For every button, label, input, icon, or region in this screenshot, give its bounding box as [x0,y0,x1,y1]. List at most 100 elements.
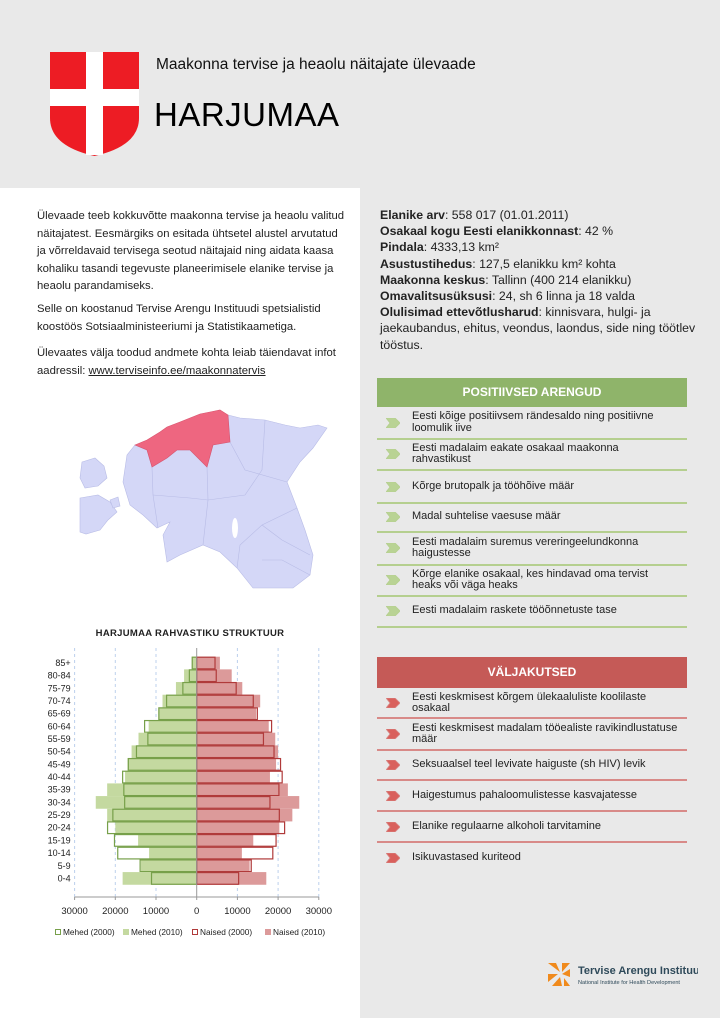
bar-women-2010 [196,669,232,683]
challenge-item-text: Eesti keskmisest madalam tööealiste ravi… [412,721,678,745]
challenge-item: Elanike regulaarne alkoholi tarvitamine [377,811,687,842]
bar-women-2010 [196,682,243,695]
bar-women-2010 [196,707,257,721]
challenge-item: Seksuaalsel teel levivate haiguste (sh H… [377,750,687,780]
bar-women-2010 [196,694,261,708]
divider [377,564,687,566]
bar-women-2010 [196,720,269,733]
map-region-hiiumaa [79,457,108,489]
divider [377,469,687,471]
bar-men-2010 [191,656,197,670]
challenge-item: Isikuvastased kuriteod [377,842,687,874]
chevron-arrow-icon [386,575,400,585]
bar-women-2010 [196,770,270,784]
age-label: 25-29 [48,810,71,820]
challenge-item: Haigestumus pahaloomulistesse kasvajates… [377,780,687,811]
challenge-item: Eesti keskmisest madalam tööealiste ravi… [377,718,687,750]
bar-men-2010 [122,872,197,885]
stat-center: Maakonna keskus: Tallinn (400 214 elanik… [380,272,632,287]
x-tick-label: 10000 [224,906,250,917]
bar-men-2010 [107,783,197,797]
intro-paragraph-3-text: Ülevaates välja toodud andmete kohta lei… [37,347,336,377]
bar-men-2010 [107,808,197,822]
positive-item-text: Madal suhtelise vaesuse määr [412,510,561,523]
chart-title: HARJUMAA RAHVASTIKU STRUKTUUR [95,628,285,639]
legend-swatch [265,929,271,935]
bar-women-2010 [196,783,288,797]
positive-item-text: Kõrge elanike osakaal, kes hindavad oma … [412,567,649,591]
positive-heading: POSITIIVSED ARENGUD [377,378,687,407]
divider [377,717,687,719]
bar-women-2010 [196,732,276,746]
age-label: 30-34 [48,797,71,807]
positive-item: Kõrge elanike osakaal, kes hindavad oma … [377,565,687,595]
chevron-arrow-icon [386,417,400,428]
map-region-saaremaa [79,494,118,535]
age-label: 15-19 [48,835,71,845]
chevron-arrow-icon [386,729,400,739]
chevron-arrow-icon [386,606,400,616]
age-label: 85+ [55,658,70,668]
stat-population: Elanike arv: 558 017 (01.01.2011) [380,208,569,222]
challenge-item-text: Haigestumus pahaloomulistesse kasvajates… [412,788,638,801]
divider [377,749,687,751]
age-label: 45-49 [48,759,71,769]
x-tick-label: 30000 [61,906,87,917]
x-tick-label: 20000 [265,906,291,917]
logo-name: Tervise Arengu Instituut [578,965,698,977]
chevron-arrow-icon [386,543,400,553]
challenge-item-text: Eesti keskmisest kõrgem ülekaaluliste ko… [412,690,647,714]
bar-women-2010 [196,846,242,860]
chevron-arrow-icon [386,481,400,492]
bar-men-2010 [138,732,197,746]
bar-women-2010 [196,758,277,771]
county-title: HARJUMAA [154,96,340,133]
positive-item-text: Eesti kõige positiivsem rändesaldo ning … [412,410,654,434]
challenges-heading: VÄLJAKUTSED [377,657,687,688]
chevron-arrow-icon [386,821,400,832]
bar-men-2010 [184,669,197,683]
bar-men-2010 [127,758,197,771]
bar-men-2010 [140,859,197,873]
chevron-arrow-icon [386,512,400,522]
age-label: 75-79 [48,683,71,693]
bar-men-2010 [115,821,197,835]
county-stats: Elanike arv: 558 017 (01.01.2011) Osakaa… [380,207,700,353]
age-label: 60-64 [48,721,71,731]
bar-men-2010 [175,682,197,695]
map-region-muhu [109,496,121,509]
stat-municipalities: Omavalitsusüksusi: 24, sh 6 linna ja 18 … [380,289,635,304]
logo-tagline: National Institute for Health Developmen… [578,980,680,986]
chevron-arrow-icon [386,853,400,863]
age-label: 20-24 [48,823,71,833]
positive-item-text: Kõrge brutopalk ja tööhõive määr [412,479,575,492]
age-label: 40-44 [48,772,71,782]
divider [377,438,687,440]
divider [377,779,687,781]
legend-swatch [123,929,129,935]
age-label: 35-39 [48,785,71,795]
tai-logo-icon [548,963,570,986]
age-label: 10-14 [48,848,71,858]
divider [377,502,687,504]
terviseinfo-link[interactable]: www.terviseinfo.ee/maakonnatervis [88,364,266,377]
estonia-map [79,409,328,589]
chevron-arrow-icon [386,760,400,770]
bar-women-2010 [196,859,250,873]
x-tick-label: 0 [194,906,199,917]
challenge-item-text: Isikuvastased kuriteod [412,851,521,864]
bar-women-2010 [196,872,267,885]
bar-women-2010 [196,821,280,835]
intro-paragraph-2: Selle on koostanud Tervise Arengu Instit… [37,303,321,333]
intro-paragraph-1: Ülevaade teeb kokkuvõtte maakonna tervis… [37,210,345,292]
legend-label: Naised (2010) [273,927,325,937]
positive-item: Eesti madalaim raskete tööõnnetuste tase [377,596,687,626]
legend-swatch [55,929,61,935]
legend-label: Naised (2000) [200,927,252,937]
x-tick-label: 20000 [102,906,128,917]
positive-item: Eesti madalaim suremus vereringeelundkon… [377,532,687,564]
positive-item: Kõrge brutopalk ja tööhõive määr [377,470,687,503]
bar-men-2010 [158,707,197,721]
bar-women-2010 [196,834,254,847]
challenge-item-text: Seksuaalsel teel levivate haiguste (sh H… [412,758,646,771]
